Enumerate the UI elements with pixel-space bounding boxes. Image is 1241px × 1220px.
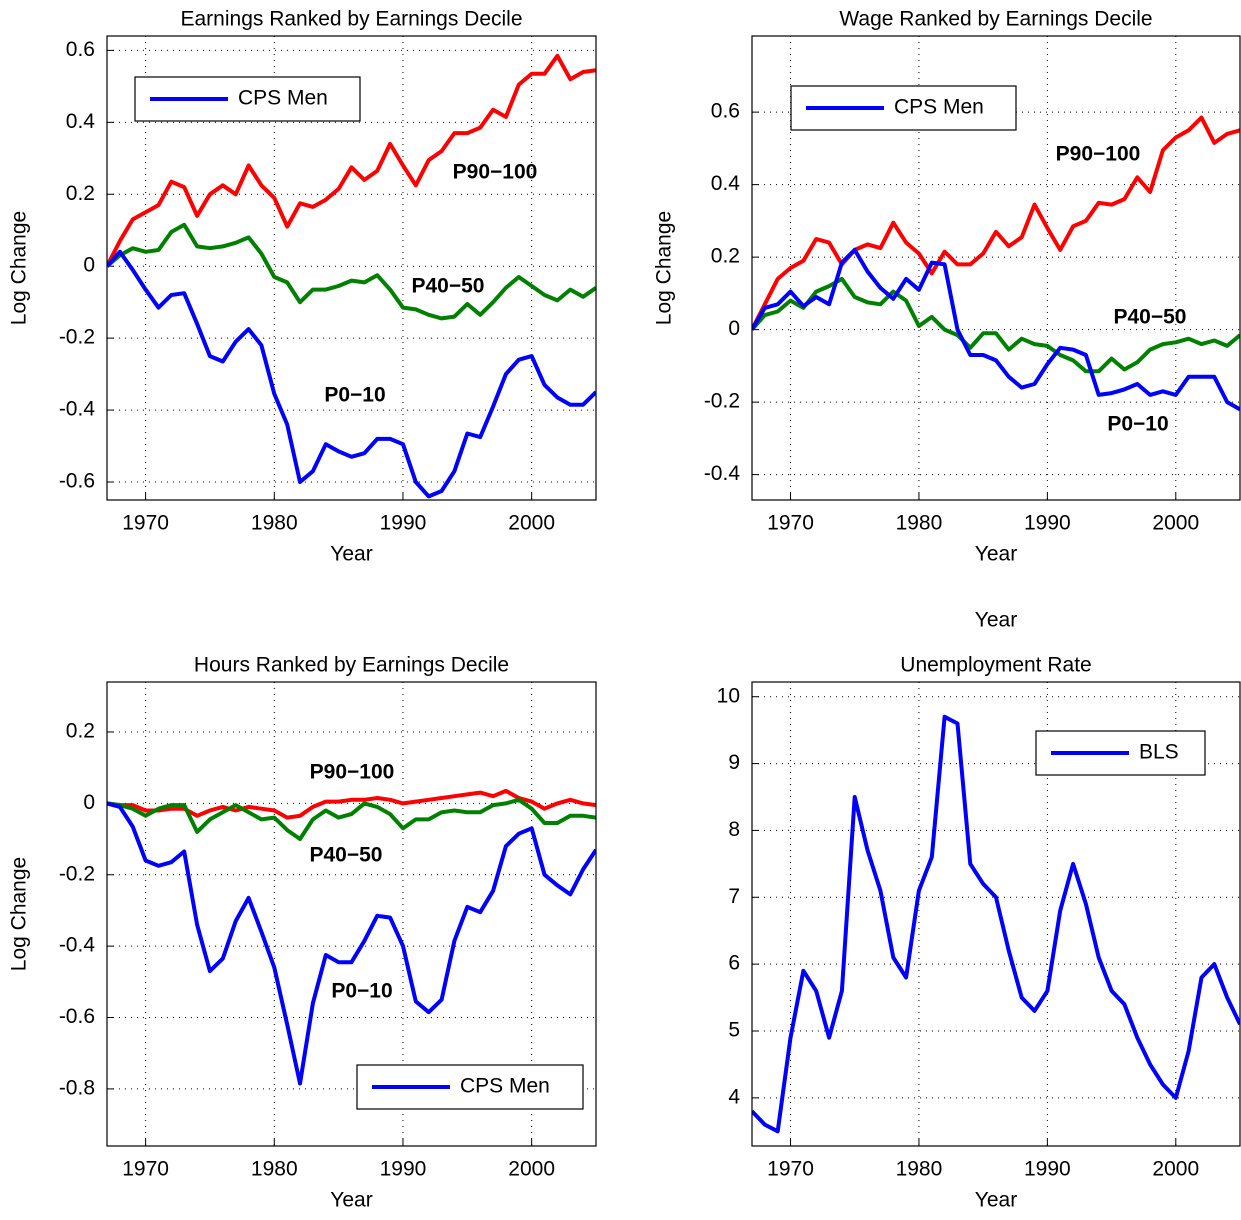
y-tick-label: -0.4 <box>59 934 96 957</box>
y-tick-label: 0.4 <box>66 110 96 133</box>
legend-label: BLS <box>1139 741 1179 764</box>
stray-label: Year <box>975 609 1017 632</box>
x-tick-label: 1970 <box>767 512 814 535</box>
y-tick-label: 7 <box>728 885 740 908</box>
y-tick-label: -0.2 <box>704 390 740 413</box>
y-axis-label: Log Change <box>8 211 31 325</box>
y-tick-label: 0.6 <box>711 100 740 123</box>
x-tick-label: 1980 <box>251 512 298 535</box>
y-axis-label: Log Change <box>8 857 31 971</box>
y-tick-label: -0.2 <box>59 862 95 885</box>
series-line <box>107 249 596 499</box>
annotation: P0−10 <box>324 384 385 407</box>
annotation: P0−10 <box>1107 413 1168 436</box>
annotation: P0−10 <box>331 980 392 1003</box>
series-line <box>107 53 596 268</box>
x-tick-label: 1980 <box>251 1158 298 1181</box>
y-axis-label: Log Change <box>653 211 676 325</box>
axes-box <box>751 35 1241 501</box>
y-tick-label: -0.6 <box>59 470 95 493</box>
legend-label: CPS Men <box>894 96 984 119</box>
chart-title: Unemployment Rate <box>900 654 1091 677</box>
x-tick-label: 1980 <box>896 512 943 535</box>
x-tick-label: 2000 <box>1152 1158 1199 1181</box>
y-tick-label: 0.2 <box>711 245 740 268</box>
x-tick-label: 1980 <box>896 1158 943 1181</box>
axes-box <box>751 681 1241 1147</box>
y-tick-label: 8 <box>728 818 740 841</box>
x-axis-label: Year <box>330 1189 372 1212</box>
x-tick-label: 1990 <box>1024 512 1071 535</box>
x-axis-label: Year <box>330 543 372 566</box>
annotation: P40−50 <box>412 275 485 298</box>
x-tick-label: 1990 <box>380 1158 427 1181</box>
legend-box <box>790 85 1017 131</box>
chart-title: Hours Ranked by Earnings Decile <box>194 654 509 677</box>
x-tick-label: 1970 <box>122 1158 169 1181</box>
y-tick-label: 10 <box>717 684 740 707</box>
annotation: P90−100 <box>1056 143 1141 166</box>
series-line <box>107 797 596 841</box>
x-tick-label: 1990 <box>1024 1158 1071 1181</box>
x-axis-label: Year <box>975 543 1017 566</box>
y-tick-label: 0.2 <box>66 720 95 743</box>
y-tick-label: 9 <box>728 751 740 774</box>
y-tick-label: -0.4 <box>59 398 96 421</box>
y-tick-label: 0.4 <box>711 172 741 195</box>
y-tick-label: 0 <box>728 317 740 340</box>
axes-box <box>106 35 597 501</box>
y-tick-label: 5 <box>728 1019 740 1042</box>
chart-title: Earnings Ranked by Earnings Decile <box>180 8 522 31</box>
annotation: P90−100 <box>453 161 538 184</box>
x-tick-label: 1970 <box>122 512 169 535</box>
y-tick-label: 6 <box>728 952 740 975</box>
y-tick-label: 4 <box>728 1085 740 1108</box>
legend-label: CPS Men <box>238 87 328 110</box>
x-axis-label: Year <box>975 1189 1017 1212</box>
x-tick-label: 2000 <box>508 1158 555 1181</box>
axes-box <box>106 681 597 1147</box>
annotation: P90−100 <box>310 761 395 784</box>
y-tick-label: 0.6 <box>66 38 95 61</box>
y-tick-label: 0 <box>83 254 95 277</box>
annotation: P40−50 <box>1114 306 1187 329</box>
y-tick-label: 0.2 <box>66 182 95 205</box>
x-tick-label: 1990 <box>380 512 427 535</box>
y-tick-label: -0.2 <box>59 326 95 349</box>
x-tick-label: 2000 <box>1152 512 1199 535</box>
series-line <box>752 247 1240 412</box>
series-line <box>752 714 1240 1134</box>
chart-title: Wage Ranked by Earnings Decile <box>839 8 1152 31</box>
y-tick-label: -0.6 <box>59 1005 95 1028</box>
y-tick-label: 0 <box>83 791 95 814</box>
x-tick-label: 2000 <box>508 512 555 535</box>
series-line <box>107 222 596 321</box>
series-line <box>752 115 1240 331</box>
annotation: P40−50 <box>310 844 383 867</box>
series-line <box>107 801 596 1086</box>
x-tick-label: 1970 <box>767 1158 814 1181</box>
y-tick-label: -0.4 <box>704 462 741 485</box>
y-tick-label: -0.8 <box>59 1076 95 1099</box>
legend-label: CPS Men <box>460 1075 550 1098</box>
